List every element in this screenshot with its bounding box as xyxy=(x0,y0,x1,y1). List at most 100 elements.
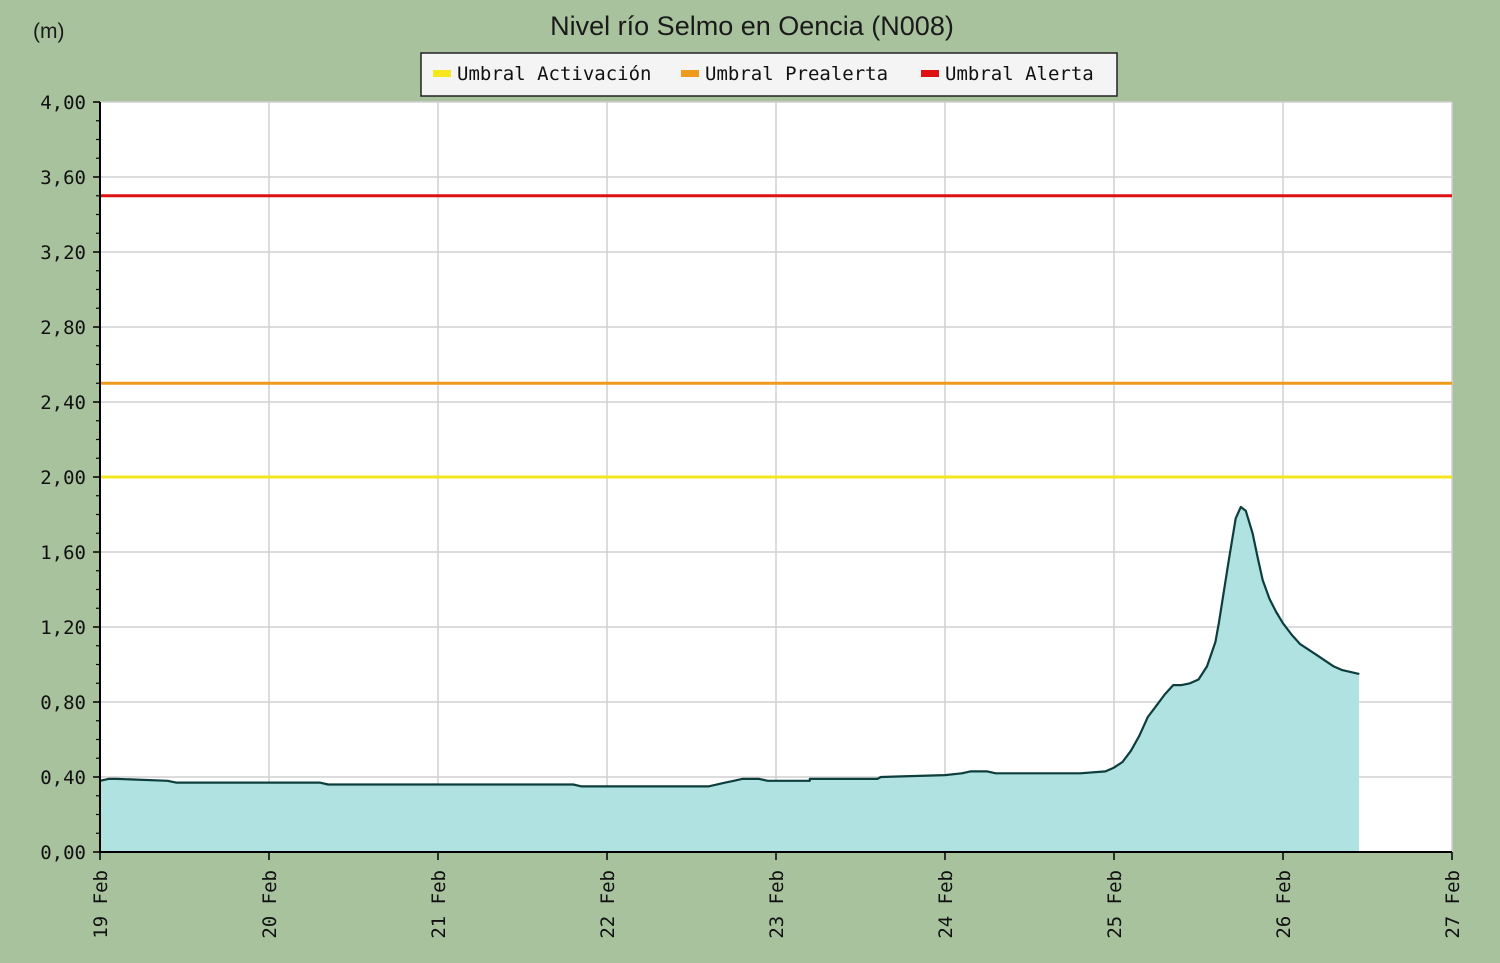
y-tick-label: 1,20 xyxy=(40,617,86,639)
data-point xyxy=(175,782,177,784)
data-point xyxy=(1113,767,1115,769)
x-tick-label: 23 Feb xyxy=(766,870,788,939)
data-point xyxy=(995,772,997,774)
data-point xyxy=(1130,750,1132,752)
data-point xyxy=(488,783,490,786)
data-point xyxy=(420,783,422,786)
data-point xyxy=(1147,716,1149,718)
data-point xyxy=(412,783,414,786)
data-point xyxy=(944,774,946,776)
data-point xyxy=(1164,693,1166,696)
data-point xyxy=(1206,665,1208,668)
data-point xyxy=(724,782,726,784)
y-tick-label: 2,40 xyxy=(40,392,86,414)
data-point xyxy=(572,783,574,786)
series-line xyxy=(99,505,1360,788)
data-point xyxy=(1358,673,1360,675)
data-point xyxy=(1316,654,1318,656)
data-point xyxy=(969,770,971,773)
data-point xyxy=(1189,682,1191,684)
data-point xyxy=(116,778,118,780)
series-layer xyxy=(99,505,1360,852)
data-point xyxy=(809,778,811,780)
data-point xyxy=(1341,669,1343,671)
legend-swatch xyxy=(921,70,939,77)
data-point xyxy=(1235,517,1237,519)
data-point xyxy=(1197,678,1200,681)
data-point xyxy=(1181,684,1183,686)
data-point xyxy=(640,785,642,788)
x-tick-label: 22 Feb xyxy=(597,870,619,939)
data-point xyxy=(107,778,110,780)
axes: 0,00 0,40 0,80 1,20 1,60 2,00 2,40 2,80 3,20 3,60… xyxy=(40,92,1464,939)
data-point xyxy=(581,785,583,788)
data-point xyxy=(880,776,882,778)
data-point xyxy=(167,780,169,782)
data-point xyxy=(1218,622,1220,624)
data-point xyxy=(1252,532,1254,534)
data-point xyxy=(1299,643,1301,645)
data-point xyxy=(690,785,693,788)
legend: Umbral Activación Umbral Prealerta Umbral … xyxy=(420,52,1118,97)
data-point xyxy=(657,785,659,788)
data-point xyxy=(1257,557,1259,559)
data-point xyxy=(319,782,321,784)
threshold-layer xyxy=(100,194,1452,479)
data-point xyxy=(1245,510,1247,512)
data-point xyxy=(1228,558,1230,561)
data-point xyxy=(1262,579,1264,581)
data-point xyxy=(1333,665,1335,668)
y-tick-label: 1,60 xyxy=(40,542,86,564)
y-tick-label: 3,20 xyxy=(40,242,86,264)
legend-swatch xyxy=(681,70,699,77)
x-tick-label: 19 Feb xyxy=(90,870,112,939)
x-tick-label: 21 Feb xyxy=(428,870,450,939)
data-point xyxy=(1155,705,1157,707)
x-tick-label: 20 Feb xyxy=(259,870,281,939)
data-point xyxy=(792,780,794,782)
legend-label: Umbral Alerta xyxy=(945,63,1094,85)
x-tick-label: 25 Feb xyxy=(1104,870,1126,939)
data-point xyxy=(809,780,811,782)
data-point xyxy=(707,785,710,788)
data-point xyxy=(1138,735,1140,737)
data-point xyxy=(733,780,735,782)
data-point xyxy=(1104,770,1107,773)
data-point xyxy=(1240,506,1242,508)
data-point xyxy=(1290,633,1293,636)
data-point xyxy=(986,770,988,773)
data-point xyxy=(1121,761,1124,763)
data-point xyxy=(1079,772,1081,774)
y-axis-unit-label: (m) xyxy=(33,20,64,43)
data-point xyxy=(1172,684,1174,686)
chart-title: Nivel río Selmo en Oencia (N008) xyxy=(550,11,954,41)
legend-box xyxy=(420,52,1118,97)
data-point xyxy=(1275,611,1277,613)
x-tick-label: 24 Feb xyxy=(935,870,957,939)
data-point xyxy=(699,785,701,788)
data-point xyxy=(961,772,963,774)
data-point xyxy=(758,778,760,780)
data-point xyxy=(1214,641,1216,643)
y-tick-label: 4,00 xyxy=(40,92,86,114)
legend-label: Umbral Activación xyxy=(457,63,651,85)
legend-label: Umbral Prealerta xyxy=(705,63,888,85)
y-tick-label: 3,60 xyxy=(40,167,86,189)
data-point xyxy=(1045,772,1047,774)
data-point xyxy=(876,778,879,780)
y-tick-label: 0,40 xyxy=(40,767,86,789)
y-tick-label: 0,80 xyxy=(40,692,86,714)
legend-swatch xyxy=(433,70,451,77)
x-tick-label: 26 Feb xyxy=(1273,870,1295,939)
series-area-fill xyxy=(100,507,1359,852)
data-point xyxy=(1282,622,1284,624)
y-tick-label: 2,80 xyxy=(40,317,86,339)
x-tick-label: 27 Feb xyxy=(1442,870,1464,939)
y-tick-label: 2,00 xyxy=(40,467,86,489)
data-point xyxy=(471,783,473,786)
data-point xyxy=(327,783,329,786)
data-point xyxy=(766,780,769,782)
data-point xyxy=(1268,598,1271,600)
